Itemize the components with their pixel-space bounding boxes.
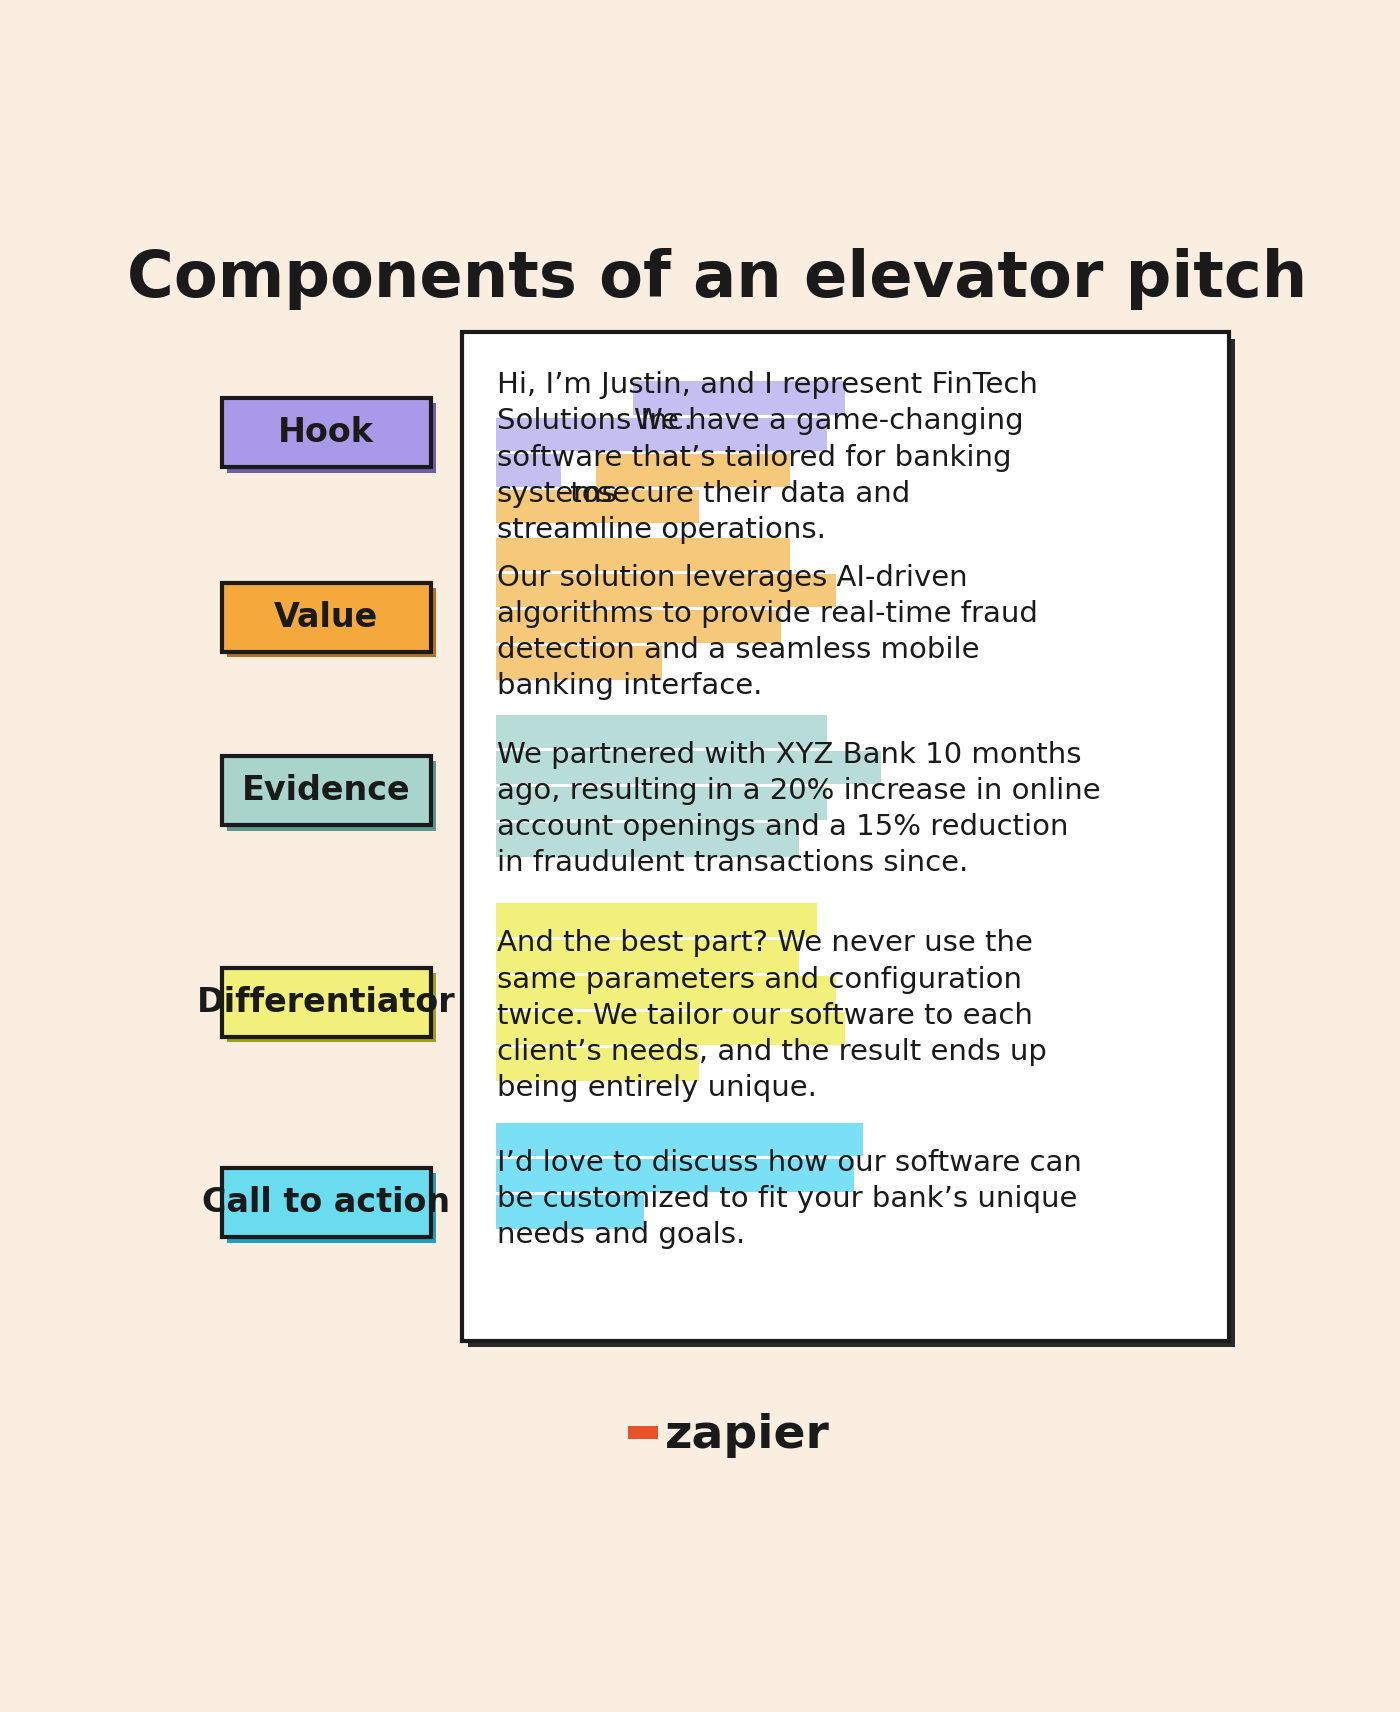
Text: I’d love to discuss how our software can: I’d love to discuss how our software can	[497, 1149, 1081, 1176]
Bar	[227, 1173, 437, 1243]
Bar	[496, 976, 836, 1008]
Bar	[227, 589, 437, 657]
Bar	[496, 788, 826, 820]
Bar	[496, 1195, 644, 1229]
Text: software that’s tailored for banking: software that’s tailored for banking	[497, 443, 1011, 471]
Bar	[496, 574, 836, 608]
Bar	[462, 332, 1229, 1340]
Text: algorithms to provide real-time fraud: algorithms to provide real-time fraud	[497, 599, 1037, 628]
Bar	[496, 609, 781, 644]
Bar	[496, 538, 790, 572]
Text: secure their data and: secure their data and	[598, 479, 910, 508]
Text: account openings and a 15% reduction: account openings and a 15% reduction	[497, 813, 1068, 841]
Bar	[468, 339, 1235, 1347]
Text: twice. We tailor our software to each: twice. We tailor our software to each	[497, 1002, 1033, 1031]
Bar	[496, 1012, 846, 1046]
Text: client’s needs, and the result ends up: client’s needs, and the result ends up	[497, 1037, 1047, 1067]
Text: Our solution leverages AI-driven: Our solution leverages AI-driven	[497, 563, 967, 592]
Bar	[496, 454, 561, 486]
Text: being entirely unique.: being entirely unique.	[497, 1073, 816, 1103]
Bar	[221, 397, 431, 467]
Text: Hi, I’m Justin, and I represent FinTech: Hi, I’m Justin, and I represent FinTech	[497, 372, 1037, 399]
Text: Hook: Hook	[279, 416, 374, 449]
Bar	[227, 972, 437, 1043]
Bar	[496, 490, 699, 524]
Bar	[221, 757, 431, 825]
Bar	[496, 752, 882, 784]
Bar	[221, 967, 431, 1037]
Bar	[221, 1168, 431, 1238]
Bar	[496, 940, 799, 972]
Bar	[629, 1426, 658, 1440]
Text: in fraudulent transactions since.: in fraudulent transactions since.	[497, 849, 967, 877]
Bar	[496, 1159, 854, 1192]
Bar	[496, 1048, 699, 1082]
Text: We partnered with XYZ Bank 10 months: We partnered with XYZ Bank 10 months	[497, 741, 1081, 769]
Text: streamline operations.: streamline operations.	[497, 515, 826, 544]
Text: Value: Value	[274, 601, 378, 633]
Bar	[596, 454, 790, 486]
Bar	[496, 1123, 864, 1156]
Bar	[496, 645, 662, 680]
Text: systems: systems	[497, 479, 617, 508]
Text: Components of an elevator pitch: Components of an elevator pitch	[127, 248, 1308, 310]
Text: needs and goals.: needs and goals.	[497, 1221, 745, 1250]
Text: Evidence: Evidence	[242, 774, 410, 806]
Text: Solutions Inc.: Solutions Inc.	[497, 407, 701, 435]
Text: banking interface.: banking interface.	[497, 673, 762, 700]
Text: to: to	[560, 479, 609, 508]
Bar	[227, 762, 437, 830]
Text: zapier: zapier	[665, 1414, 830, 1459]
Text: And the best part? We never use the: And the best part? We never use the	[497, 930, 1033, 957]
Text: detection and a seamless mobile: detection and a seamless mobile	[497, 637, 979, 664]
Bar	[496, 716, 826, 748]
Bar	[496, 904, 818, 936]
Text: same parameters and configuration: same parameters and configuration	[497, 966, 1022, 993]
Text: be customized to fit your bank’s unique: be customized to fit your bank’s unique	[497, 1185, 1077, 1214]
Text: Call to action: Call to action	[202, 1186, 451, 1219]
Bar	[221, 582, 431, 652]
Bar	[496, 418, 826, 450]
Text: We have a game-changing: We have a game-changing	[634, 407, 1023, 435]
Bar	[633, 382, 846, 414]
Text: Differentiator: Differentiator	[197, 986, 455, 1019]
Text: ago, resulting in a 20% increase in online: ago, resulting in a 20% increase in onli…	[497, 777, 1100, 805]
Bar	[496, 823, 799, 856]
Bar	[227, 404, 437, 473]
